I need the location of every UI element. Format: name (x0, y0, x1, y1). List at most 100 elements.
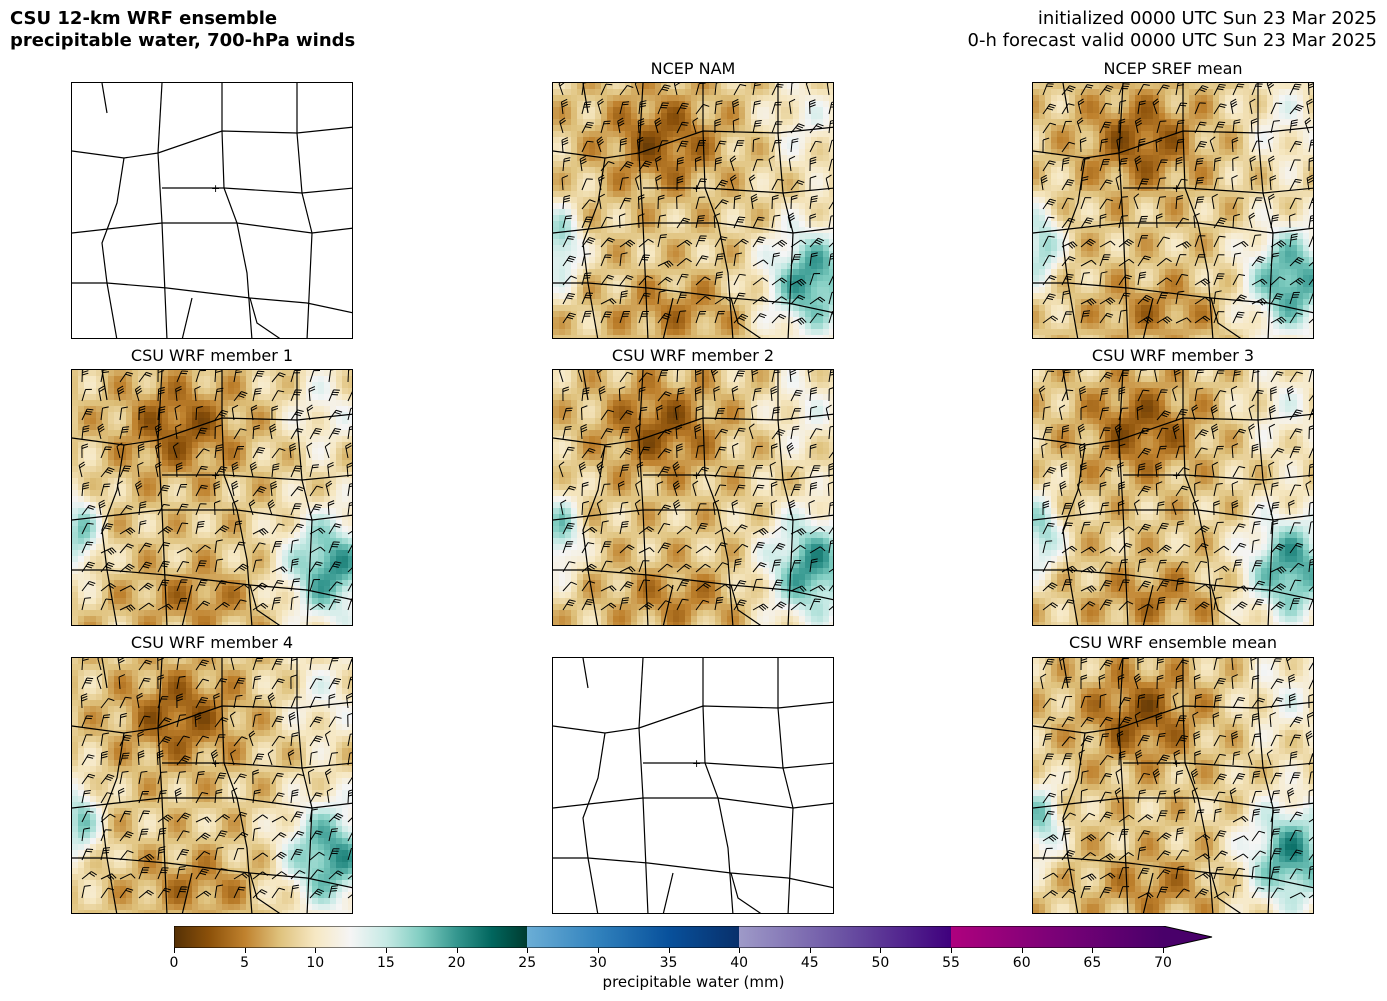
wind-barb (1308, 659, 1313, 671)
state-border (730, 584, 762, 625)
wind-barb (1232, 853, 1249, 861)
wind-barb (619, 239, 636, 248)
wind-barb (1175, 561, 1189, 573)
wind-barb (1194, 254, 1206, 267)
wind-barb (1137, 814, 1154, 823)
wind-barb (619, 371, 634, 383)
wind-barb (347, 527, 352, 535)
wind-barb (733, 524, 748, 535)
wind-barb (117, 385, 125, 402)
wind-barb (1114, 787, 1122, 804)
wind-barb (138, 426, 148, 440)
wind-barb (119, 371, 134, 383)
wind-barb (1061, 197, 1074, 210)
wind-barb (790, 123, 805, 134)
wind-barb (1232, 370, 1242, 383)
wind-barb (231, 461, 239, 478)
wind-barb (1270, 501, 1280, 516)
wind-barb (100, 698, 115, 709)
wind-barb (751, 404, 758, 421)
wind-barb (1155, 137, 1163, 153)
wind-barb (1213, 157, 1222, 172)
wind-barb (1232, 714, 1243, 728)
wind-barb (1137, 178, 1149, 191)
wind-barb (676, 525, 692, 535)
wind-barb (1194, 370, 1205, 383)
wind-barb (1251, 865, 1260, 880)
wind-barb (581, 500, 589, 516)
wind-barb (581, 272, 592, 286)
wind-barb (676, 273, 689, 286)
wind-barb (347, 813, 352, 823)
wind-barb (1270, 386, 1277, 402)
wind-barb (1175, 119, 1185, 134)
state-border (553, 126, 833, 159)
wind-barb (1247, 749, 1254, 766)
wind-barb (1116, 136, 1123, 153)
wind-barb (676, 239, 693, 248)
wind-barb (1156, 674, 1164, 690)
wind-barb (676, 217, 691, 229)
wind-barb (1042, 540, 1053, 554)
wind-barb (1042, 834, 1059, 842)
wind-barb (176, 675, 186, 690)
wind-barb (1061, 311, 1073, 324)
wind-barb (119, 426, 130, 440)
wind-barb (81, 443, 89, 459)
wind-barb (752, 541, 765, 554)
wind-barb (788, 98, 796, 115)
wind-barb (1251, 465, 1263, 478)
wind-barb (562, 386, 570, 402)
wind-barb (290, 389, 302, 402)
wind-barb (1289, 428, 1303, 440)
wind-barb (271, 390, 285, 402)
location-marker: + (1172, 182, 1181, 195)
wind-barb (1251, 713, 1260, 728)
colorbar-tick-label: 50 (871, 955, 890, 971)
wind-barb (100, 598, 113, 611)
wind-barb (1173, 370, 1181, 383)
wind-barb (1137, 463, 1146, 478)
wind-barb (1270, 601, 1286, 611)
wind-barb (790, 466, 804, 478)
wind-barb (790, 138, 799, 153)
wind-barb (1175, 543, 1191, 554)
wind-barb (1270, 293, 1284, 305)
wind-barb (119, 810, 132, 823)
wind-barb (752, 83, 762, 96)
wind-barb (1306, 98, 1313, 115)
wind-barb (1289, 213, 1296, 229)
colorbar-segment-4 (951, 926, 1163, 948)
wind-barb (1099, 561, 1113, 573)
wind-barb (562, 522, 575, 535)
wind-barb (828, 158, 833, 172)
wind-barb (154, 423, 163, 440)
wind-barb (176, 848, 190, 861)
wind-barb (157, 867, 169, 880)
wind-barb (119, 465, 132, 478)
state-border (553, 509, 833, 521)
wind-barb (138, 542, 152, 554)
wind-barb (1287, 787, 1295, 804)
wind-barb (1229, 787, 1237, 804)
wind-barb (1212, 712, 1220, 728)
wind-barb (581, 526, 598, 535)
wind-barb (328, 848, 340, 861)
wind-barb (1080, 770, 1089, 785)
wind-barb (752, 502, 763, 516)
wind-barb (252, 658, 263, 671)
wind-barb (1288, 499, 1295, 516)
wind-barb (1270, 734, 1283, 747)
wind-barb (117, 658, 125, 671)
wind-barb (271, 372, 286, 383)
wind-barb (562, 485, 577, 497)
wind-barb (135, 480, 143, 497)
wind-barb (560, 98, 569, 115)
wind-barb (211, 658, 218, 671)
wind-barb (1308, 197, 1313, 210)
wind-barb (752, 216, 765, 229)
wind-barb (1308, 544, 1313, 554)
wind-barb (1270, 866, 1281, 880)
wind-barb (1156, 292, 1168, 305)
wind-barb (809, 558, 818, 573)
